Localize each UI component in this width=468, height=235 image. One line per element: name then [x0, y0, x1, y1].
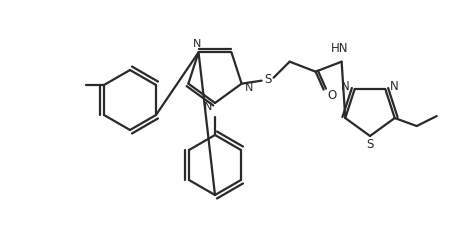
- Text: HN: HN: [331, 42, 348, 55]
- Text: N: N: [341, 80, 350, 94]
- Text: N: N: [204, 102, 212, 112]
- Text: S: S: [264, 73, 271, 86]
- Text: O: O: [327, 89, 336, 102]
- Text: N: N: [244, 83, 253, 93]
- Text: S: S: [366, 138, 373, 152]
- Text: N: N: [193, 39, 202, 49]
- Text: N: N: [390, 80, 399, 94]
